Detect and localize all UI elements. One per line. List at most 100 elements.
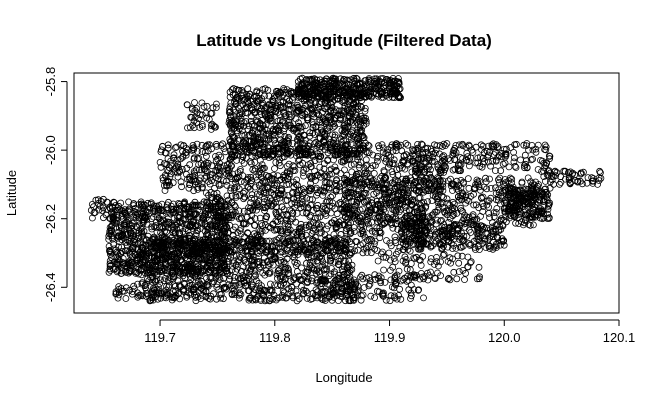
data-point: [318, 109, 326, 117]
data-point: [314, 141, 322, 148]
data-point: [249, 281, 257, 289]
data-point: [110, 245, 118, 253]
data-point: [163, 228, 170, 236]
data-point: [241, 187, 249, 195]
data-point: [236, 111, 244, 119]
data-point: [265, 297, 273, 305]
data-point: [170, 205, 178, 213]
data-point: [344, 261, 351, 269]
data-point: [320, 249, 328, 256]
data-point: [139, 245, 147, 252]
data-point: [114, 234, 121, 242]
data-point: [297, 136, 305, 144]
data-point: [259, 261, 267, 269]
data-point: [128, 222, 136, 230]
data-point: [175, 243, 183, 250]
data-point: [283, 294, 291, 302]
data-point: [258, 290, 266, 298]
data-point: [134, 293, 142, 301]
data-point: [150, 202, 158, 210]
data-point: [327, 270, 335, 278]
data-point: [147, 249, 155, 257]
data-point: [247, 265, 255, 273]
data-point: [277, 258, 285, 266]
data-point: [184, 265, 192, 273]
data-point: [252, 272, 260, 279]
data-point: [348, 261, 356, 269]
data-point: [185, 249, 193, 257]
data-point: [220, 285, 228, 292]
data-point: [252, 92, 260, 100]
data-point: [238, 267, 246, 275]
data-point: [345, 257, 353, 265]
data-point: [190, 187, 198, 195]
data-point: [207, 292, 215, 300]
data-point: [166, 273, 174, 281]
data-point: [106, 262, 114, 270]
data-point: [319, 258, 327, 266]
data-point: [329, 192, 336, 200]
data-point: [240, 122, 248, 130]
data-point: [153, 228, 161, 236]
data-point: [247, 117, 255, 125]
data-point: [237, 274, 245, 282]
data-point: [202, 274, 210, 282]
data-point: [149, 276, 157, 284]
data-point: [178, 238, 186, 246]
data-point: [440, 193, 448, 201]
data-point: [273, 294, 281, 302]
data-point: [109, 203, 116, 211]
data-point: [250, 273, 258, 281]
data-point: [137, 266, 145, 274]
data-point: [299, 209, 307, 217]
data-point: [245, 287, 253, 295]
data-point: [236, 254, 244, 261]
data-point: [158, 246, 166, 254]
data-point: [300, 289, 308, 297]
data-point: [391, 233, 399, 241]
data-point: [226, 272, 234, 280]
data-point: [176, 218, 184, 226]
data-point: [178, 252, 186, 260]
data-point: [187, 264, 195, 272]
data-point: [124, 217, 132, 224]
data-point: [146, 254, 154, 262]
data-point: [251, 108, 259, 116]
data-point: [125, 198, 133, 206]
data-point: [132, 222, 140, 230]
data-point: [132, 211, 139, 219]
data-point: [130, 200, 138, 207]
data-point: [108, 222, 115, 230]
data-point: [220, 256, 228, 264]
data-point: [187, 223, 195, 231]
data-point: [184, 251, 192, 259]
data-point: [285, 121, 293, 129]
data-point: [327, 265, 335, 272]
data-point: [168, 238, 176, 246]
data-point: [179, 215, 187, 223]
data-point: [311, 291, 319, 299]
data-point: [145, 277, 153, 285]
data-point: [252, 295, 260, 303]
data-point: [277, 282, 285, 290]
data-point: [149, 204, 157, 211]
data-point: [176, 244, 184, 252]
data-point: [264, 86, 272, 94]
data-point: [165, 219, 173, 227]
data-point: [197, 250, 205, 258]
data-point: [174, 277, 182, 285]
data-point: [294, 119, 302, 127]
data-point: [154, 237, 162, 245]
data-point: [169, 260, 177, 268]
data-point: [246, 268, 254, 276]
data-point: [180, 280, 188, 288]
data-point: [127, 262, 135, 270]
data-point: [221, 283, 229, 291]
data-point: [174, 262, 181, 269]
data-point: [293, 292, 301, 300]
data-point: [128, 253, 136, 260]
data-point: [293, 297, 301, 305]
data-point: [151, 266, 159, 274]
data-point: [118, 247, 126, 255]
data-point: [275, 266, 282, 274]
